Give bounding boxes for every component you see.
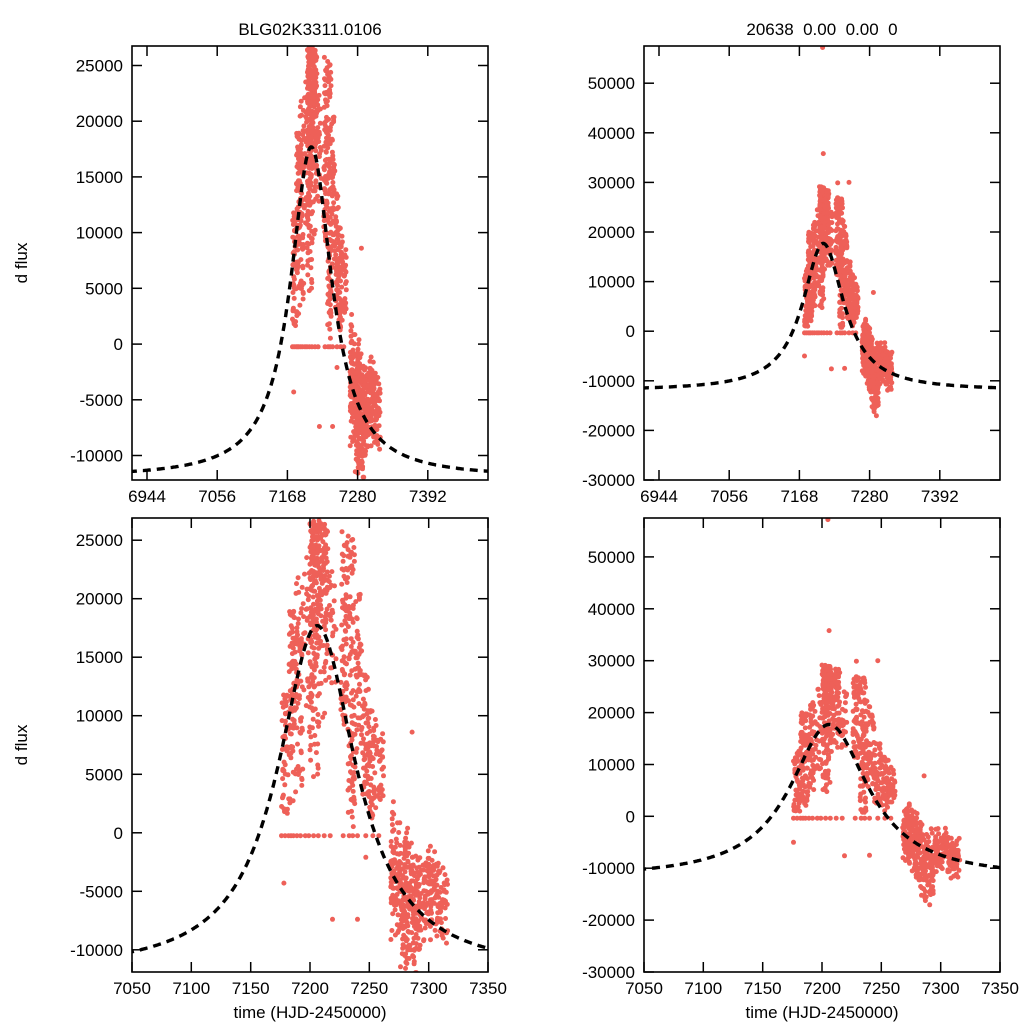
y-tick-label: 50000 xyxy=(588,548,635,567)
y-tick-label: -20000 xyxy=(582,911,635,930)
y-tick-label: 0 xyxy=(114,824,123,843)
scatter-points xyxy=(290,46,383,480)
y-tick-label: 20000 xyxy=(588,704,635,723)
y-tick-label: -10000 xyxy=(70,941,123,960)
x-tick-label: 7250 xyxy=(350,979,388,998)
y-tick-label: -5000 xyxy=(80,882,123,901)
y-tick-label: 30000 xyxy=(588,173,635,192)
tick-labels: 7050 7100 7150 7200 7250 7300 7350 -30000 -20000… xyxy=(582,548,1019,998)
y-tick-label: -10000 xyxy=(582,859,635,878)
x-tick-label: 7200 xyxy=(803,979,841,998)
axis-ticks xyxy=(132,46,488,480)
model-curve xyxy=(644,241,1000,390)
x-tick-label: 7200 xyxy=(291,979,329,998)
y-tick-label: 5000 xyxy=(85,765,123,784)
y-tick-label: 15000 xyxy=(76,648,123,667)
x-tick-label: 7250 xyxy=(862,979,900,998)
y-tick-label: 50000 xyxy=(588,74,635,93)
model-curve xyxy=(132,145,488,474)
x-axis-label: time (HJD-2450000) xyxy=(745,1003,898,1022)
x-tick-label: 7350 xyxy=(469,979,507,998)
scatter-points xyxy=(791,518,963,908)
x-tick-label: 7050 xyxy=(625,979,663,998)
plot-border xyxy=(131,45,489,481)
y-tick-label: 30000 xyxy=(588,652,635,671)
y-tick-label: 25000 xyxy=(76,531,123,550)
y-tick-label: 20000 xyxy=(588,223,635,242)
y-tick-label: 20000 xyxy=(76,590,123,609)
y-tick-label: 25000 xyxy=(76,56,123,75)
panel-title: 20638 0.00 0.00 0 xyxy=(746,20,897,39)
x-axis-label: time (HJD-2450000) xyxy=(233,1003,386,1022)
x-tick-label: 6944 xyxy=(640,487,678,506)
y-tick-label: 10000 xyxy=(588,755,635,774)
y-tick-label: 40000 xyxy=(588,124,635,143)
y-tick-label: -20000 xyxy=(582,421,635,440)
panel-top-right: 6944 7056 7168 7280 7392 -30000 -20000 -10000 0 1… xyxy=(582,20,1001,506)
panel-title: BLG02K3311.0106 xyxy=(238,20,381,39)
y-tick-label: -30000 xyxy=(582,471,635,490)
y-tick-label: -30000 xyxy=(582,963,635,982)
axis-ticks xyxy=(644,46,1000,481)
y-tick-label: 10000 xyxy=(76,224,123,243)
tick-labels: 6944 7056 7168 7280 7392 -30000 -20000 -10000 0 1… xyxy=(582,74,959,506)
tick-labels: 7050 7100 7150 7200 7250 7300 7350 -10000 -5000 0… xyxy=(70,531,507,998)
y-tick-label: 40000 xyxy=(588,600,635,619)
y-tick-label: 10000 xyxy=(76,707,123,726)
tick-labels: 6944 7056 7168 7280 7392 -10000 -5000 0 5000 1000… xyxy=(70,56,447,506)
x-tick-label: 7280 xyxy=(339,487,377,506)
panel-bottom-right: 7050 7100 7150 7200 7250 7300 7350 -30000 -20000… xyxy=(582,517,1019,1022)
axis-ticks xyxy=(131,518,489,972)
y-tick-label: -10000 xyxy=(70,446,123,465)
model-curve xyxy=(132,624,488,954)
y-tick-label: 20000 xyxy=(76,112,123,131)
y-tick-label: 5000 xyxy=(85,279,123,298)
panel-bottom-left: 7050 7100 7150 7200 7250 7300 7350 -10000 -5000 0… xyxy=(12,517,507,1022)
panel-top-left: 6944 7056 7168 7280 7392 -10000 -5000 0 5000 1000… xyxy=(12,20,489,506)
scatter-points xyxy=(279,518,451,972)
x-tick-label: 7100 xyxy=(172,979,210,998)
scatter-points xyxy=(802,46,895,419)
y-axis-label: d flux xyxy=(12,242,31,283)
x-tick-label: 7056 xyxy=(198,487,236,506)
x-tick-label: 7392 xyxy=(921,487,959,506)
y-axis-label: d flux xyxy=(12,724,31,765)
x-tick-label: 7056 xyxy=(710,487,748,506)
x-tick-label: 7280 xyxy=(851,487,889,506)
x-tick-label: 7300 xyxy=(410,979,448,998)
plot-border xyxy=(643,45,1001,481)
x-tick-label: 6944 xyxy=(128,487,166,506)
x-tick-label: 7350 xyxy=(981,979,1019,998)
y-tick-label: 15000 xyxy=(76,168,123,187)
y-tick-label: 0 xyxy=(626,322,635,341)
x-tick-label: 7100 xyxy=(684,979,722,998)
x-tick-label: 7150 xyxy=(744,979,782,998)
y-tick-label: 0 xyxy=(114,335,123,354)
x-tick-label: 7150 xyxy=(232,979,270,998)
axis-ticks xyxy=(643,518,1001,973)
x-tick-label: 7168 xyxy=(780,487,818,506)
x-tick-label: 7392 xyxy=(409,487,447,506)
model-curve xyxy=(644,722,1000,871)
x-tick-label: 7168 xyxy=(268,487,306,506)
x-tick-label: 7300 xyxy=(922,979,960,998)
y-tick-label: -10000 xyxy=(582,372,635,391)
y-tick-label: 10000 xyxy=(588,273,635,292)
y-tick-label: -5000 xyxy=(80,391,123,410)
y-tick-label: 0 xyxy=(626,807,635,826)
x-tick-label: 7050 xyxy=(113,979,151,998)
